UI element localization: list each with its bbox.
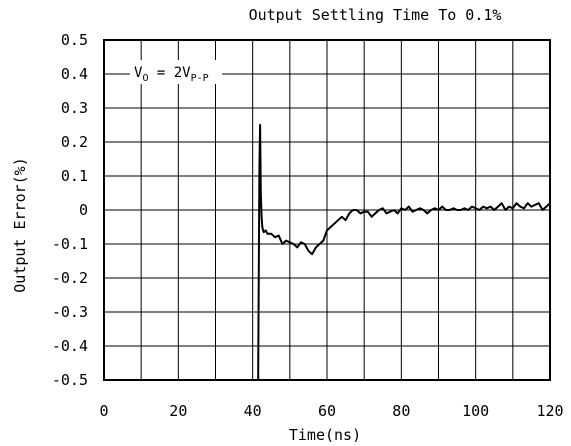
chart-title: Output Settling Time To 0.1% xyxy=(249,6,502,24)
grid xyxy=(104,40,550,380)
error-trace xyxy=(257,124,551,380)
plot-frame xyxy=(103,39,551,381)
x-tick-label: 100 xyxy=(462,402,489,420)
x-tick-label: 20 xyxy=(169,402,187,420)
x-tick-labels: 0 20 40 60 80 100 120 xyxy=(99,402,563,420)
y-tick-label: 0.2 xyxy=(61,133,88,151)
y-tick-label: 0 xyxy=(79,201,88,219)
y-axis-label: Output Error(%) xyxy=(11,157,29,292)
annotation-label: VO = 2VP-P xyxy=(134,65,209,84)
y-tick-label: -0.2 xyxy=(52,269,88,287)
y-tick-labels: 0.5 0.4 0.3 0.2 0.1 0 -0.1 -0.2 -0.3 -0.4 -0.5 xyxy=(52,31,88,389)
annotation-eq: = 2V xyxy=(148,65,191,81)
y-tick-label: 0.5 xyxy=(61,31,88,49)
x-tick-label: 40 xyxy=(244,402,262,420)
y-tick-label: 0.4 xyxy=(61,65,88,83)
annotation-background xyxy=(130,60,222,84)
annotation-sub-pp: P-P xyxy=(191,73,209,84)
x-tick-label: 80 xyxy=(392,402,410,420)
x-tick-label: 120 xyxy=(536,402,563,420)
x-tick-label: 0 xyxy=(99,402,108,420)
y-tick-label: -0.5 xyxy=(52,371,88,389)
y-tick-label: -0.4 xyxy=(52,337,88,355)
x-axis-label: Time(ns) xyxy=(289,426,361,444)
y-tick-label: 0.3 xyxy=(61,99,88,117)
y-tick-label: 0.1 xyxy=(61,167,88,185)
x-tick-label: 60 xyxy=(318,402,336,420)
y-tick-label: -0.3 xyxy=(52,303,88,321)
annotation-sub-o: O xyxy=(142,73,148,84)
y-tick-label: -0.1 xyxy=(52,235,88,253)
annotation-v: V xyxy=(134,65,143,81)
